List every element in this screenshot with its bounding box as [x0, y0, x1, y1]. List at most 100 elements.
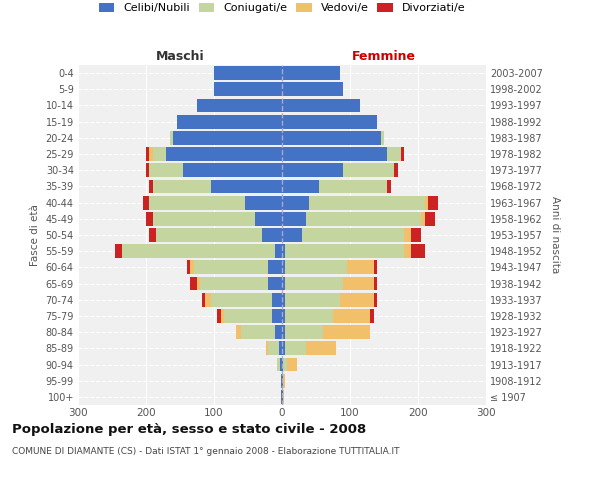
Bar [370, 309, 374, 323]
Bar [282, 374, 283, 388]
Bar [149, 228, 156, 242]
Bar [156, 228, 262, 242]
Bar [115, 244, 122, 258]
Bar [388, 180, 391, 194]
Y-axis label: Anni di nascita: Anni di nascita [550, 196, 560, 274]
Bar [205, 293, 211, 306]
Bar [272, 293, 282, 306]
Bar [286, 276, 343, 290]
Bar [425, 212, 435, 226]
Text: Maschi: Maschi [155, 50, 205, 62]
Bar [282, 342, 286, 355]
Bar [425, 196, 428, 209]
Bar [302, 228, 404, 242]
Bar [404, 244, 411, 258]
Bar [282, 309, 286, 323]
Bar [282, 196, 309, 209]
Bar [286, 260, 347, 274]
Bar [388, 147, 401, 161]
Bar [421, 212, 425, 226]
Bar [282, 115, 377, 128]
Bar [190, 276, 197, 290]
Bar [282, 66, 340, 80]
Bar [184, 164, 282, 177]
Bar [255, 212, 282, 226]
Bar [287, 358, 297, 372]
Bar [411, 228, 421, 242]
Text: Popolazione per età, sesso e stato civile - 2008: Popolazione per età, sesso e stato civil… [12, 422, 366, 436]
Bar [282, 212, 306, 226]
Bar [282, 180, 319, 194]
Bar [306, 212, 421, 226]
Bar [262, 228, 282, 242]
Bar [411, 244, 425, 258]
Bar [214, 66, 282, 80]
Bar [428, 196, 439, 209]
Bar [323, 326, 370, 339]
Bar [343, 276, 374, 290]
Bar [282, 390, 283, 404]
Bar [374, 276, 377, 290]
Bar [277, 358, 280, 372]
Bar [282, 131, 380, 144]
Bar [122, 244, 275, 258]
Bar [374, 260, 377, 274]
Bar [340, 293, 374, 306]
Bar [286, 293, 340, 306]
Bar [333, 309, 370, 323]
Bar [272, 309, 282, 323]
Bar [194, 260, 268, 274]
Bar [282, 358, 283, 372]
Bar [282, 228, 302, 242]
Bar [374, 293, 377, 306]
Bar [197, 276, 200, 290]
Bar [245, 196, 282, 209]
Bar [282, 147, 388, 161]
Bar [283, 374, 285, 388]
Bar [283, 358, 287, 372]
Bar [153, 180, 211, 194]
Bar [401, 147, 404, 161]
Bar [282, 98, 360, 112]
Bar [190, 260, 194, 274]
Bar [282, 276, 286, 290]
Bar [197, 98, 282, 112]
Legend: Celibi/Nubili, Coniugati/e, Vedovi/e, Divorziati/e: Celibi/Nubili, Coniugati/e, Vedovi/e, Di… [99, 2, 465, 14]
Bar [149, 147, 153, 161]
Bar [282, 244, 286, 258]
Bar [146, 147, 149, 161]
Bar [275, 326, 282, 339]
Bar [146, 212, 153, 226]
Bar [143, 196, 149, 209]
Bar [202, 293, 205, 306]
Bar [286, 342, 306, 355]
Bar [187, 260, 190, 274]
Bar [153, 147, 166, 161]
Bar [286, 244, 404, 258]
Bar [173, 131, 282, 144]
Bar [236, 326, 241, 339]
Bar [319, 180, 388, 194]
Bar [146, 164, 149, 177]
Bar [275, 244, 282, 258]
Bar [283, 390, 284, 404]
Bar [176, 115, 282, 128]
Bar [282, 293, 286, 306]
Bar [149, 164, 184, 177]
Bar [286, 326, 323, 339]
Bar [404, 228, 411, 242]
Text: COMUNE DI DIAMANTE (CS) - Dati ISTAT 1° gennaio 2008 - Elaborazione TUTTITALIA.I: COMUNE DI DIAMANTE (CS) - Dati ISTAT 1° … [12, 448, 400, 456]
Bar [149, 180, 153, 194]
Bar [309, 196, 425, 209]
Bar [221, 309, 224, 323]
Bar [241, 326, 275, 339]
Bar [266, 342, 268, 355]
Bar [217, 309, 221, 323]
Bar [281, 374, 282, 388]
Bar [224, 309, 272, 323]
Bar [278, 342, 282, 355]
Bar [211, 293, 272, 306]
Bar [343, 164, 394, 177]
Bar [282, 164, 343, 177]
Bar [281, 390, 282, 404]
